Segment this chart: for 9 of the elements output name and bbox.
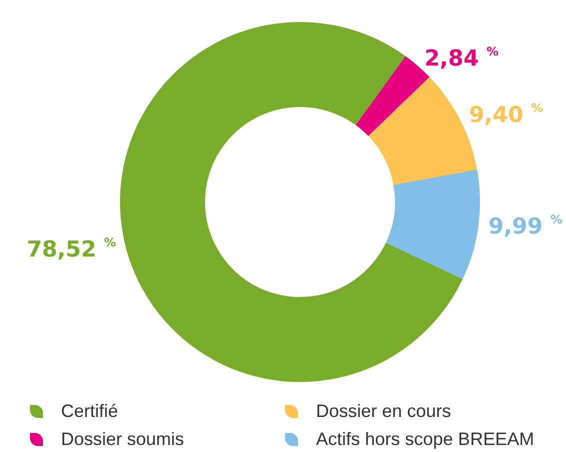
data-label: 9,40 $^{%}$ [469, 100, 543, 128]
data-label: 9,99 $^{%}$ [488, 212, 562, 240]
legend-label: Actifs hors scope BREEAM [316, 428, 534, 450]
legend-label: Dossier soumis [61, 428, 184, 450]
legend-label: Dossier en cours [316, 400, 452, 422]
legend-label: Certifié [61, 400, 118, 422]
data-label: 2,84 $^{%}$ [424, 44, 498, 71]
data-label: 78,52 $^{%}$ [26, 235, 116, 262]
donut-slice [386, 170, 480, 279]
